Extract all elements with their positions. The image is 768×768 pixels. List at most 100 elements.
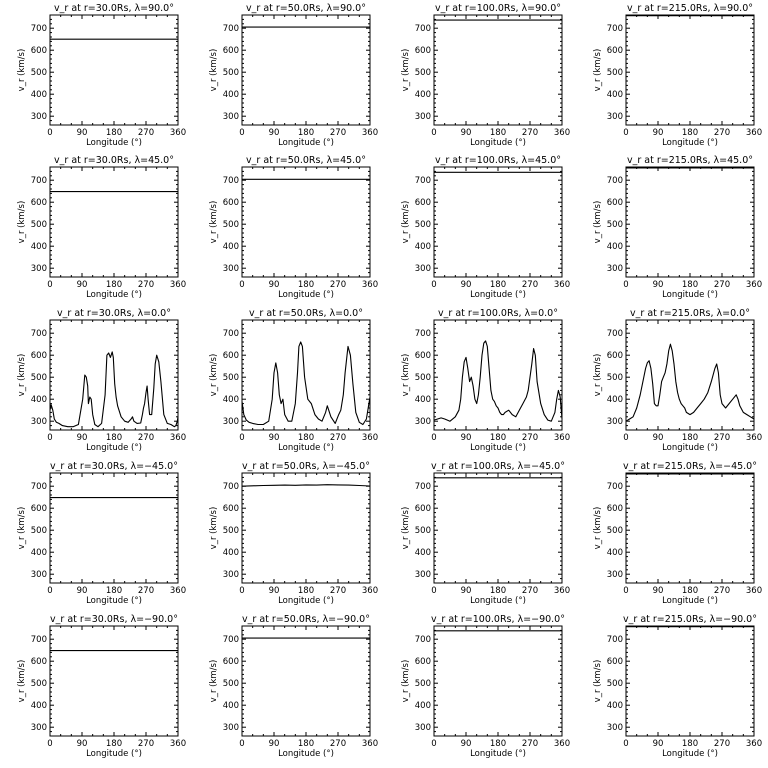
x-tick-label: 90 bbox=[653, 433, 664, 443]
y-tick-label: 500 bbox=[31, 373, 47, 383]
plot-frame bbox=[49, 14, 179, 126]
y-tick-label: 400 bbox=[31, 90, 47, 100]
x-tick-label: 360 bbox=[746, 433, 762, 443]
series-line bbox=[241, 341, 371, 426]
y-axis-label: v_r (km/s) bbox=[593, 507, 603, 550]
subplot-9: v_r at r=30.0Rs, λ=0.0° 0 90 180 270 360 300 40… bbox=[17, 308, 186, 453]
y-tick-label: 300 bbox=[415, 723, 431, 733]
y-tick-label: 700 bbox=[223, 176, 239, 186]
x-tick-label: 360 bbox=[554, 739, 570, 749]
y-tick-label: 400 bbox=[223, 548, 239, 558]
subplot-2: v_r at r=50.0Rs, λ=90.0° 0 90 180 270 360 300 4… bbox=[209, 3, 378, 148]
x-tick-label: 270 bbox=[522, 433, 538, 443]
subplot-title: v_r at r=50.0Rs, λ=90.0° bbox=[246, 3, 366, 14]
y-tick-label: 600 bbox=[223, 504, 239, 514]
y-tick-label: 600 bbox=[31, 657, 47, 667]
x-tick-label: 360 bbox=[170, 128, 186, 138]
y-tick-label: 300 bbox=[415, 264, 431, 274]
subplot-title: v_r at r=100.0Rs, λ=45.0° bbox=[435, 155, 561, 166]
x-tick-label: 360 bbox=[554, 280, 570, 290]
plot-frame bbox=[49, 472, 179, 584]
y-tick-label: 500 bbox=[223, 679, 239, 689]
x-tick-label: 0 bbox=[239, 586, 244, 596]
y-tick-label: 300 bbox=[415, 570, 431, 580]
series-line bbox=[241, 484, 371, 487]
y-tick-label: 600 bbox=[31, 46, 47, 56]
x-tick-label: 90 bbox=[77, 280, 88, 290]
x-tick-label: 270 bbox=[138, 128, 154, 138]
x-tick-label: 360 bbox=[746, 739, 762, 749]
x-tick-label: 90 bbox=[653, 280, 664, 290]
y-tick-label: 700 bbox=[415, 176, 431, 186]
x-tick-label: 180 bbox=[490, 433, 506, 443]
y-axis-label: v_r (km/s) bbox=[401, 660, 411, 703]
y-axis-label: v_r (km/s) bbox=[17, 201, 27, 244]
y-tick-label: 700 bbox=[31, 24, 47, 34]
y-tick-label: 300 bbox=[223, 723, 239, 733]
y-tick-label: 300 bbox=[415, 417, 431, 427]
x-tick-label: 270 bbox=[714, 280, 730, 290]
x-tick-label: 90 bbox=[461, 280, 472, 290]
plot-frame bbox=[49, 625, 179, 737]
y-tick-label: 700 bbox=[31, 635, 47, 645]
y-tick-label: 600 bbox=[31, 198, 47, 208]
x-tick-label: 360 bbox=[362, 128, 378, 138]
y-tick-label: 500 bbox=[415, 679, 431, 689]
x-axis-label: Longitude (°) bbox=[662, 290, 718, 300]
x-tick-label: 180 bbox=[298, 128, 314, 138]
x-tick-label: 0 bbox=[623, 433, 628, 443]
x-tick-label: 270 bbox=[138, 586, 154, 596]
x-tick-label: 0 bbox=[47, 586, 52, 596]
x-tick-label: 90 bbox=[77, 586, 88, 596]
subplot-3: v_r at r=100.0Rs, λ=90.0° 0 90 180 270 360 300… bbox=[401, 3, 570, 148]
x-tick-label: 180 bbox=[298, 739, 314, 749]
y-tick-label: 300 bbox=[223, 417, 239, 427]
plot-frame bbox=[433, 14, 563, 126]
y-tick-label: 600 bbox=[415, 351, 431, 361]
y-axis-label: v_r (km/s) bbox=[209, 201, 219, 244]
subplot-13: v_r at r=30.0Rs, λ=−45.0° 0 90 180 270 360 300… bbox=[17, 461, 186, 606]
y-tick-label: 600 bbox=[415, 198, 431, 208]
x-tick-label: 90 bbox=[77, 128, 88, 138]
y-tick-label: 500 bbox=[607, 68, 623, 78]
x-tick-label: 90 bbox=[653, 128, 664, 138]
x-tick-label: 270 bbox=[138, 433, 154, 443]
plot-frame bbox=[241, 472, 371, 584]
subplot-title: v_r at r=215.0Rs, λ=−45.0° bbox=[623, 461, 757, 472]
y-axis-label: v_r (km/s) bbox=[593, 49, 603, 92]
plot-frame bbox=[433, 472, 563, 584]
y-tick-label: 300 bbox=[223, 570, 239, 580]
y-tick-label: 600 bbox=[31, 504, 47, 514]
y-tick-label: 700 bbox=[415, 329, 431, 339]
subplot-title: v_r at r=215.0Rs, λ=90.0° bbox=[627, 3, 753, 14]
subplot-title: v_r at r=50.0Rs, λ=−90.0° bbox=[242, 614, 370, 625]
x-tick-label: 180 bbox=[106, 433, 122, 443]
subplot-8: v_r at r=215.0Rs, λ=45.0° 0 90 180 270 360 300… bbox=[593, 155, 762, 300]
x-tick-label: 360 bbox=[554, 128, 570, 138]
y-tick-label: 600 bbox=[223, 198, 239, 208]
x-tick-label: 180 bbox=[490, 128, 506, 138]
x-tick-label: 0 bbox=[239, 128, 244, 138]
subplot-title: v_r at r=50.0Rs, λ=45.0° bbox=[246, 155, 366, 166]
y-tick-label: 400 bbox=[223, 395, 239, 405]
y-tick-label: 300 bbox=[31, 723, 47, 733]
y-tick-label: 500 bbox=[223, 373, 239, 383]
x-tick-label: 360 bbox=[170, 433, 186, 443]
y-tick-label: 700 bbox=[31, 176, 47, 186]
series-line bbox=[49, 351, 179, 428]
x-tick-label: 90 bbox=[461, 128, 472, 138]
y-tick-label: 600 bbox=[415, 657, 431, 667]
subplot-19: v_r at r=100.0Rs, λ=−90.0° 0 90 180 270 360 30… bbox=[401, 614, 570, 759]
x-tick-label: 90 bbox=[653, 586, 664, 596]
x-tick-label: 270 bbox=[330, 280, 346, 290]
x-axis-label: Longitude (°) bbox=[278, 443, 334, 453]
x-tick-label: 0 bbox=[431, 433, 436, 443]
plot-frame bbox=[625, 625, 755, 737]
x-axis-label: Longitude (°) bbox=[662, 138, 718, 148]
x-axis-label: Longitude (°) bbox=[278, 290, 334, 300]
x-tick-label: 0 bbox=[239, 280, 244, 290]
x-tick-label: 90 bbox=[269, 433, 280, 443]
y-tick-label: 700 bbox=[415, 24, 431, 34]
y-tick-label: 700 bbox=[223, 635, 239, 645]
